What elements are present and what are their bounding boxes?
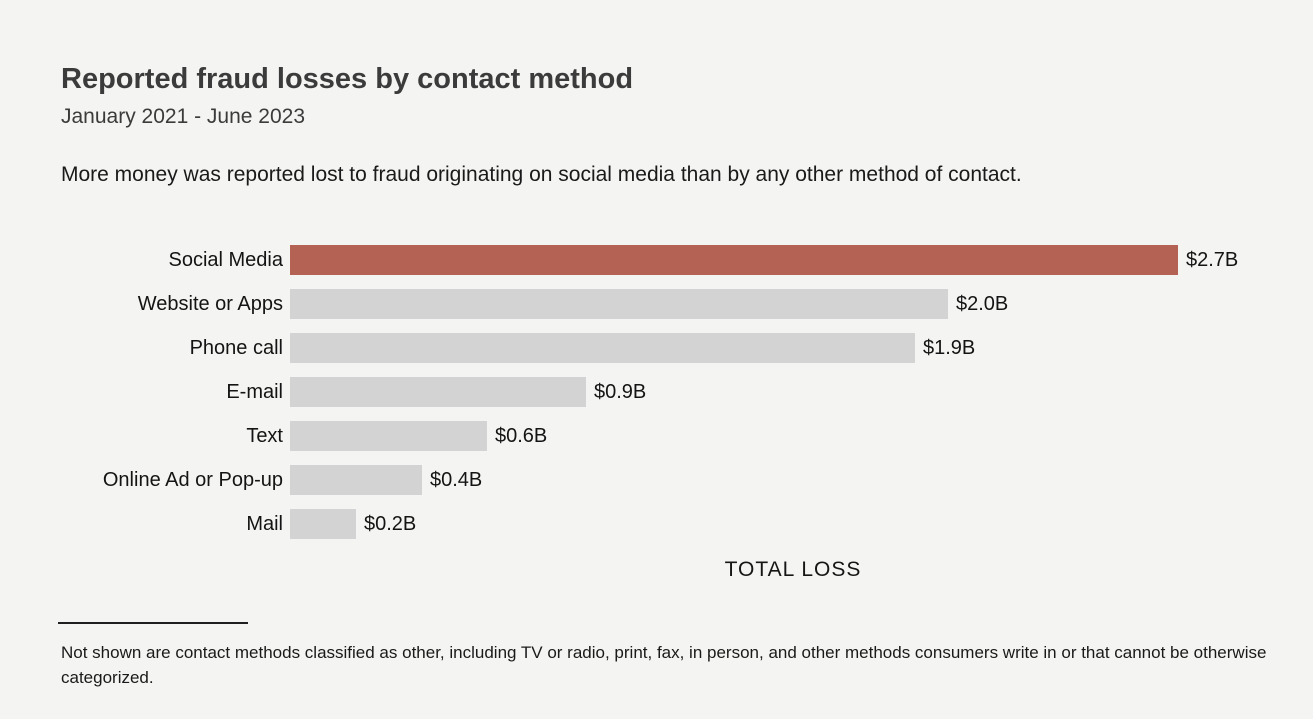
bar-row: Text $0.6B xyxy=(61,421,1238,451)
bar-e-mail xyxy=(290,377,586,407)
category-label: Mail xyxy=(246,512,283,535)
bar-text xyxy=(290,421,487,451)
page-title: Reported fraud losses by contact method xyxy=(61,63,634,95)
bar-row: Social Media $2.7B xyxy=(61,245,1238,275)
chart-description: More money was reported lost to fraud or… xyxy=(61,163,1022,186)
footnote-divider xyxy=(58,622,248,624)
value-label: $2.0B xyxy=(956,292,1009,315)
bar-mail xyxy=(290,509,356,539)
value-label: $0.6B xyxy=(495,424,548,447)
bar-row: Mail $0.2B xyxy=(61,509,1238,539)
x-axis-label: TOTAL LOSS xyxy=(724,558,862,581)
bar-row: Online Ad or Pop-up $0.4B xyxy=(61,465,1238,495)
category-label: Text xyxy=(246,424,283,447)
category-label: Phone call xyxy=(189,336,283,359)
value-label: $0.4B xyxy=(430,468,483,491)
bar-row: Website or Apps $2.0B xyxy=(61,289,1238,319)
bar-phone-call xyxy=(290,333,915,363)
bar-online-ad-or-pop-up xyxy=(290,465,422,495)
chart-subtitle: January 2021 - June 2023 xyxy=(61,105,306,128)
category-label: Social Media xyxy=(168,248,283,271)
bar-social-media xyxy=(290,245,1178,275)
value-label: $0.2B xyxy=(364,512,417,535)
footnote-text: Not shown are contact methods classified… xyxy=(61,643,1267,687)
value-label: $0.9B xyxy=(594,380,647,403)
value-label: $1.9B xyxy=(923,336,976,359)
value-label: $2.7B xyxy=(1186,248,1239,271)
bar-row: Phone call $1.9B xyxy=(61,333,1238,363)
category-label: Website or Apps xyxy=(137,292,283,315)
horizontal-bar-chart: Social Media $2.7B Website or Apps $2.0B Pho… xyxy=(61,245,1238,539)
category-label: Online Ad or Pop-up xyxy=(102,468,283,491)
category-label: E-mail xyxy=(226,380,283,403)
bar-row: E-mail $0.9B xyxy=(61,377,1238,407)
bar-website-or-apps xyxy=(290,289,948,319)
